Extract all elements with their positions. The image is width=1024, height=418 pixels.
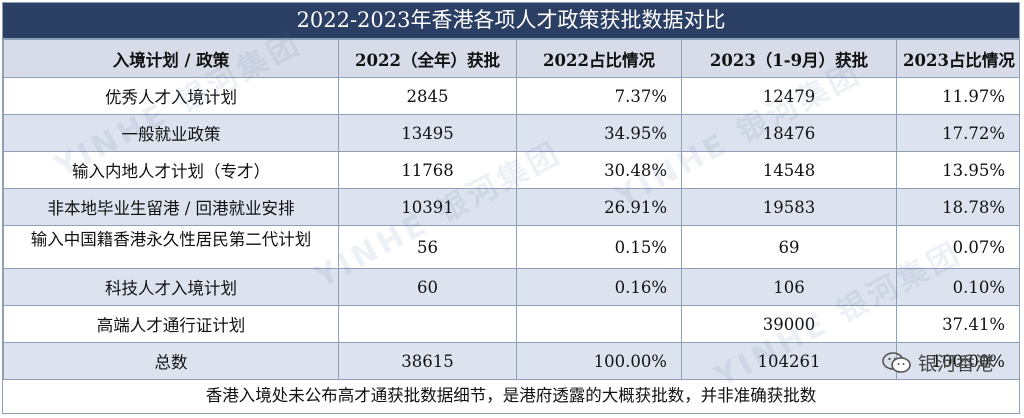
row-policy-name: 一般就业政策 <box>3 114 339 152</box>
header-policy: 入境计划 / 政策 <box>3 39 339 78</box>
wechat-label: 银河香港 <box>917 353 994 375</box>
table-row: 一般就业政策 13495 34.95% 18476 17.72% <box>3 114 1020 152</box>
row-policy-name: 输入中国籍香港永久性居民第二代计划 <box>3 225 339 269</box>
table-row: 优秀人才入境计划 2845 7.37% 12479 11.97% <box>3 77 1020 115</box>
row-2022-value <box>338 305 517 343</box>
row-2023-value: 104261 <box>681 342 897 380</box>
row-2022-share: 26.91% <box>516 188 682 226</box>
row-policy-name: 总数 <box>3 342 339 380</box>
row-policy-name: 非本地毕业生留港 / 回港就业安排 <box>3 188 339 226</box>
row-2022-share: 100.00% <box>516 342 682 380</box>
row-2022-share: 30.48% <box>516 151 682 189</box>
row-2022-value: 56 <box>338 225 517 269</box>
header-2022-approved: 2022（全年）获批 <box>338 39 517 78</box>
table-container: 2022-2023年香港各项人才政策获批数据对比 入境计划 / 政策 2022（… <box>2 2 1020 414</box>
header-2023-approved: 2023（1-9月）获批 <box>681 39 897 78</box>
row-2022-share <box>516 305 682 343</box>
table-row: 高端人才通行证计划 39000 37.41% <box>3 305 1020 343</box>
row-2023-share: 18.78% <box>896 188 1020 226</box>
row-2022-share: 7.37% <box>516 77 682 115</box>
table-row: 输入内地人才计划（专才） 11768 30.48% 14548 13.95% <box>3 151 1020 189</box>
row-2023-share: 13.95% <box>896 151 1020 189</box>
row-2023-value: 106 <box>681 268 897 306</box>
row-2022-share: 0.16% <box>516 268 682 306</box>
row-2023-value: 18476 <box>681 114 897 152</box>
row-2022-value: 11768 <box>338 151 517 189</box>
row-2023-value: 14548 <box>681 151 897 189</box>
row-2023-value: 69 <box>681 225 897 269</box>
row-2022-share: 34.95% <box>516 114 682 152</box>
table-row: 输入中国籍香港永久性居民第二代计划 56 0.15% 69 0.07% <box>3 225 1020 269</box>
row-2022-share: 0.15% <box>516 225 682 269</box>
row-policy-name: 科技人才入境计划 <box>3 268 339 306</box>
row-2023-share: 0.10% <box>896 268 1020 306</box>
row-2023-value: 39000 <box>681 305 897 343</box>
data-table: 入境计划 / 政策 2022（全年）获批 2022占比情况 2023（1-9月）… <box>3 39 1020 380</box>
row-2022-value: 2845 <box>338 77 517 115</box>
row-2023-share: 100.00% <box>896 342 1020 380</box>
row-2023-value: 12479 <box>681 77 897 115</box>
row-policy-name: 高端人才通行证计划 <box>3 305 339 343</box>
row-policy-name: 优秀人才入境计划 <box>3 77 339 115</box>
row-2023-share: 37.41% <box>896 305 1020 343</box>
header-row: 入境计划 / 政策 2022（全年）获批 2022占比情况 2023（1-9月）… <box>3 39 1020 78</box>
table-row: 非本地毕业生留港 / 回港就业安排 10391 26.91% 19583 18.… <box>3 188 1020 226</box>
row-2022-value: 13495 <box>338 114 517 152</box>
wechat-icon <box>882 351 912 375</box>
header-2022-share: 2022占比情况 <box>516 39 682 78</box>
row-policy-name: 输入内地人才计划（专才） <box>3 151 339 189</box>
row-2022-value: 10391 <box>338 188 517 226</box>
table-title: 2022-2023年香港各项人才政策获批数据对比 <box>3 3 1019 39</box>
table-row-total: 总数 38615 100.00% 104261 100.00% <box>3 342 1020 380</box>
row-2023-share: 0.07% <box>896 225 1020 269</box>
row-2023-value: 19583 <box>681 188 897 226</box>
row-2022-value: 60 <box>338 268 517 306</box>
row-2023-share: 11.97% <box>896 77 1020 115</box>
table-row: 科技人才入境计划 60 0.16% 106 0.10% <box>3 268 1020 306</box>
row-2023-share: 17.72% <box>896 114 1020 152</box>
footnote: 香港入境处未公布高才通获批数据细节，是港府透露的大概获批数，并非准确获批数 <box>3 380 1019 411</box>
wechat-badge: 银河香港 <box>882 349 994 376</box>
header-2023-share: 2023占比情况 <box>896 39 1020 78</box>
row-2022-value: 38615 <box>338 342 517 380</box>
